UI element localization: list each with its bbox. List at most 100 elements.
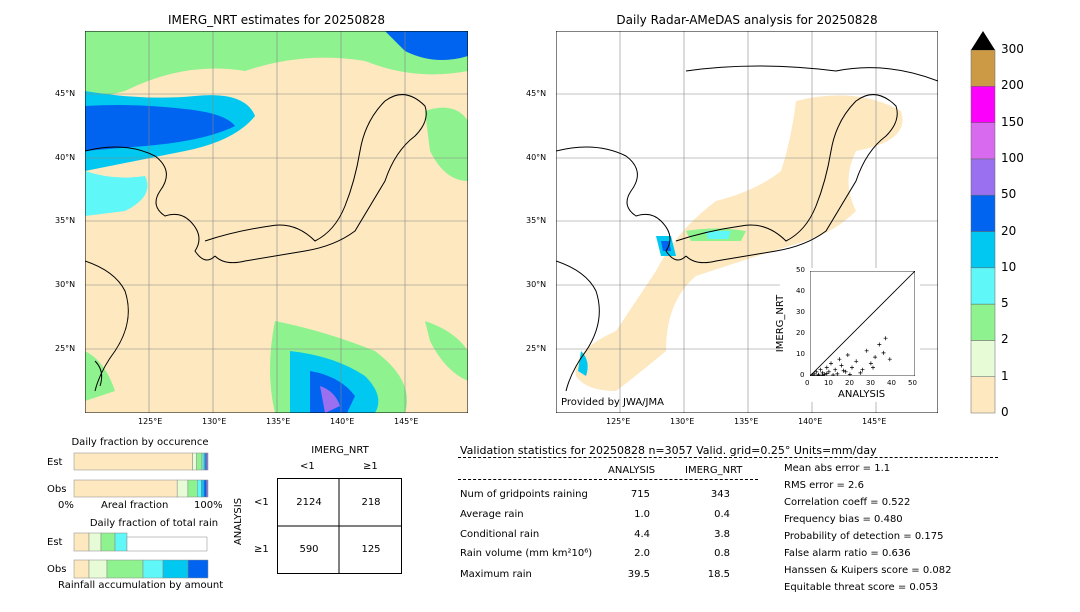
inset-x-tick: 0 (805, 379, 810, 387)
score-frequency-bias: Frequency bias = 0.480 (784, 514, 903, 525)
right-lat-label: 35°N (526, 216, 547, 225)
left-lon-label: 135°E (266, 417, 291, 426)
colorbar-segment (970, 194, 996, 232)
scatter-plot (810, 271, 915, 376)
validation-value-analysis: 715 (630, 489, 650, 500)
scatter-point (826, 369, 831, 374)
scatter-point (843, 369, 848, 374)
colorbar-tick: 150 (1001, 114, 1024, 129)
occurrence-segment (73, 479, 178, 498)
occurrence-segment (187, 479, 198, 498)
inset-x-tick: 20 (845, 379, 854, 387)
scatter-point (820, 373, 825, 376)
inset-y-tick: 40 (796, 287, 805, 295)
scatter-point (845, 353, 850, 357)
contingency-grid (277, 478, 402, 574)
inset-x-tick: 50 (908, 379, 917, 387)
score-ets: Equitable threat score = 0.053 (784, 582, 939, 593)
score-far: False alarm ratio = 0.636 (784, 548, 911, 559)
scatter-point (868, 361, 873, 366)
left-lat-label: 25°N (55, 344, 76, 353)
scatter-point (864, 348, 869, 353)
colorbar-extend-arrow (971, 31, 995, 50)
scatter-point (873, 355, 878, 360)
right-map-title: Daily Radar-AMeDAS analysis for 20250828 (616, 13, 878, 27)
left-lon-label: 145°E (394, 417, 419, 426)
contingency-cell: 125 (361, 544, 381, 555)
scatter-point (829, 361, 833, 366)
inset-y-tick: 30 (796, 308, 805, 316)
validation-value-imerg: 18.5 (707, 569, 730, 580)
colorbar-tick: 1 (1001, 368, 1009, 383)
inset-y-tick: 20 (796, 329, 805, 337)
fraction-row-label: Obs (47, 564, 67, 575)
right-lat-label: 40°N (526, 153, 547, 162)
occurrence-segment (201, 452, 205, 471)
validation-value-imerg: 343 (710, 489, 730, 500)
colorbar-segment (970, 158, 996, 196)
validation-value-imerg: 3.8 (714, 529, 730, 540)
right-map (556, 31, 938, 413)
scatter-point (831, 372, 836, 376)
validation-row-label: Rain volume (mm km²10⁶) (460, 548, 593, 559)
right-lat-label: 30°N (526, 280, 547, 289)
fraction-axis-left: 0% (58, 500, 74, 511)
validation-row-label: Conditional rain (460, 529, 540, 540)
scatter-point (887, 357, 892, 362)
scatter-point (839, 363, 844, 368)
colorbar-tick: 5 (1001, 296, 1009, 311)
right-lat-label: 45°N (526, 89, 547, 98)
occurrence-segment (201, 479, 205, 498)
left-lat-label: 30°N (55, 280, 76, 289)
occurrence-segment (176, 479, 189, 498)
score-mean-abs-error: Mean abs error = 1.1 (784, 463, 891, 474)
score-rms-error: RMS error = 2.6 (784, 480, 864, 491)
scatter-point (824, 365, 829, 370)
validation-col-imerg: IMERG_NRT (685, 465, 743, 476)
inset-x-tick: 40 (887, 379, 896, 387)
scatter-point (824, 371, 829, 376)
contingency-row-axis: ANALYSIS (233, 497, 245, 546)
scatter-point (850, 365, 854, 370)
fraction-occurrence-title: Daily fraction by occurence (71, 437, 209, 448)
colorbar-segment (970, 122, 996, 160)
scatter-point (847, 372, 852, 376)
fraction-row-label: Obs (47, 484, 67, 495)
left-lat-label: 35°N (55, 216, 76, 225)
fraction-occurrence-bars (73, 452, 209, 498)
left-lat-label: 40°N (55, 153, 76, 162)
colorbar-tick: 300 (1001, 42, 1024, 56)
validation-value-imerg: 0.4 (714, 509, 730, 520)
colorbar-tick: 200 (1001, 78, 1024, 93)
colorbar-segment (970, 376, 996, 414)
inset-x-tick: 10 (824, 379, 833, 387)
inset-ylabel: IMERG_NRT (775, 294, 787, 353)
fraction-total-xlabel: Rainfall accumulation by amount (58, 580, 224, 591)
occurrence-segment (206, 452, 209, 471)
right-lat-label: 25°N (526, 344, 547, 353)
contingency-cell: 2124 (296, 497, 322, 508)
occurrence-segment (206, 479, 209, 498)
scatter-point (810, 372, 815, 376)
scatter-point (812, 373, 817, 376)
inset-xlabel: ANALYSIS (838, 389, 886, 400)
right-lon-label: 125°E (606, 417, 631, 426)
colorbar-segment (970, 49, 996, 87)
scatter-point (816, 372, 821, 376)
validation-col-analysis: ANALYSIS (608, 465, 656, 476)
colorbar-tick: 50 (1001, 187, 1017, 202)
scatter-point (860, 367, 865, 372)
fraction-row-label: Est (47, 537, 63, 548)
occurrence-segment (192, 452, 197, 471)
contingency-row-ge: ≥1 (254, 544, 269, 555)
scatter-point (822, 372, 827, 376)
scatter-point (835, 371, 840, 376)
validation-value-analysis: 4.4 (634, 529, 650, 540)
validation-value-imerg: 0.8 (714, 548, 730, 559)
inset-y-tick: 50 (796, 266, 805, 274)
occurrence-segment (203, 479, 207, 498)
validation-row-label: Average rain (460, 509, 524, 520)
colorbar-tick: 10 (1001, 259, 1017, 274)
right-lon-label: 130°E (670, 417, 695, 426)
scatter-point (858, 370, 863, 375)
